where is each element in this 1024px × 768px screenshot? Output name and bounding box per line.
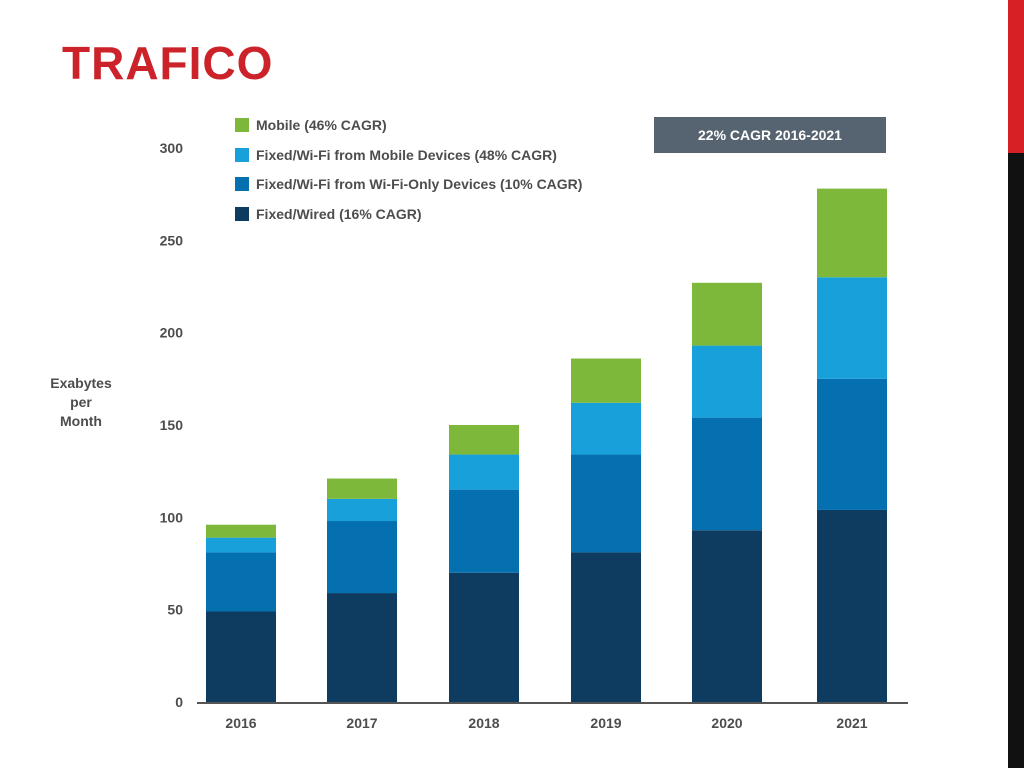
y-axis-ticks: 0 50 100 150 200 250 300 <box>160 140 184 710</box>
y-tick-label: 100 <box>160 509 184 525</box>
x-tick-label: 2018 <box>468 715 499 731</box>
bar-segment-2017-series-2 <box>327 498 397 522</box>
cagr-annotation: 22% CAGR 2016-2021 <box>654 117 886 153</box>
cagr-annotation-label: 22% CAGR 2016-2021 <box>698 127 842 143</box>
bars <box>206 188 887 702</box>
y-tick-label: 250 <box>160 232 184 248</box>
edge-accent-bar-dark <box>1008 153 1024 768</box>
legend-swatch <box>235 148 249 162</box>
y-axis-title-line: Month <box>60 413 102 429</box>
bar-segment-2020-series-3 <box>692 282 762 346</box>
legend-label: Fixed/Wi-Fi from Wi-Fi-Only Devices (10%… <box>256 176 582 192</box>
y-tick-label: 150 <box>160 417 184 433</box>
bar-segment-2016-series-3 <box>206 524 276 538</box>
cagr-annotation-box <box>654 117 886 153</box>
y-tick-label: 0 <box>175 694 183 710</box>
bar-segment-2021-series-3 <box>817 188 887 278</box>
slide-title: TRAFICO <box>62 37 274 89</box>
bar-segment-2021-series-0 <box>817 509 887 702</box>
bar-segment-2019-series-3 <box>571 358 641 403</box>
y-tick-label: 50 <box>167 602 183 618</box>
bar-segment-2016-series-0 <box>206 611 276 702</box>
legend-swatch <box>235 118 249 132</box>
stacked-bar-chart: Exabytes per Month 0 50 100 150 200 250 300 2016… <box>50 117 908 731</box>
bar-segment-2017-series-1 <box>327 521 397 594</box>
legend: Mobile (46% CAGR) Fixed/Wi-Fi from Mobile… <box>235 117 582 222</box>
edge-accent-bar-red <box>1008 0 1024 153</box>
bar-segment-2017-series-3 <box>327 478 397 499</box>
bar-segment-2021-series-2 <box>817 277 887 379</box>
x-tick-label: 2016 <box>225 715 256 731</box>
bar-segment-2018-series-2 <box>449 454 519 490</box>
legend-label: Fixed/Wired (16% CAGR) <box>256 206 422 222</box>
bar-segment-2018-series-0 <box>449 572 519 702</box>
x-tick-label: 2021 <box>836 715 867 731</box>
legend-label: Mobile (46% CAGR) <box>256 117 387 133</box>
bar-segment-2019-series-2 <box>571 402 641 455</box>
legend-swatch <box>235 207 249 221</box>
x-tick-label: 2017 <box>346 715 377 731</box>
bar-segment-2021-series-1 <box>817 378 887 510</box>
x-axis-ticks: 2016 2017 2018 2019 2020 2021 <box>225 715 867 731</box>
bar-segment-2018-series-1 <box>449 489 519 573</box>
y-tick-label: 200 <box>160 325 184 341</box>
bar-segment-2020-series-0 <box>692 530 762 702</box>
bar-segment-2016-series-2 <box>206 537 276 553</box>
bar-segment-2020-series-2 <box>692 345 762 418</box>
legend-label: Fixed/Wi-Fi from Mobile Devices (48% CAG… <box>256 147 557 163</box>
y-tick-label: 300 <box>160 140 184 156</box>
bar-segment-2016-series-1 <box>206 552 276 612</box>
y-axis-title-line: per <box>70 394 92 410</box>
x-tick-label: 2020 <box>711 715 742 731</box>
legend-swatch <box>235 177 249 191</box>
y-axis-title-line: Exabytes <box>50 375 112 391</box>
x-tick-label: 2019 <box>590 715 621 731</box>
bar-segment-2017-series-0 <box>327 593 397 702</box>
y-axis-title: Exabytes per Month <box>50 375 112 429</box>
bar-segment-2019-series-1 <box>571 454 641 553</box>
bar-segment-2018-series-3 <box>449 425 519 455</box>
bar-segment-2020-series-1 <box>692 417 762 531</box>
bar-segment-2019-series-0 <box>571 552 641 702</box>
